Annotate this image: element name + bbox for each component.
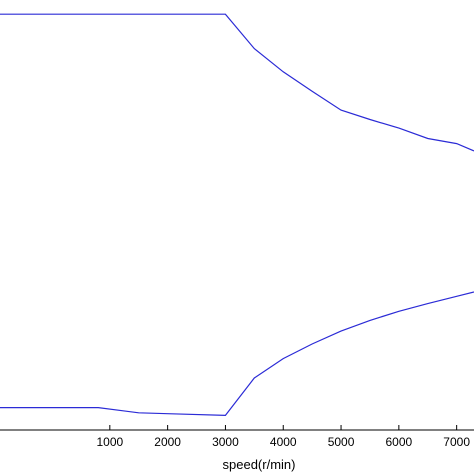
x-tick-label-6000: 6000 <box>386 435 413 449</box>
series-lines <box>0 13 474 417</box>
x-tick-label-3000: 3000 <box>212 435 239 449</box>
x-tick-label-4000: 4000 <box>270 435 297 449</box>
series-line-1 <box>0 13 474 152</box>
x-tick-label-1000: 1000 <box>96 435 123 449</box>
x-tick-label-2000: 2000 <box>154 435 181 449</box>
plot-area <box>0 0 474 430</box>
series-line-2 <box>0 291 474 417</box>
x-axis-ticks <box>109 425 458 430</box>
x-axis-tick-labels: 1000 2000 3000 4000 5000 6000 7000 <box>96 435 470 449</box>
x-tick-label-7000: 7000 <box>443 435 470 449</box>
x-tick-label-5000: 5000 <box>328 435 355 449</box>
x-axis-title: speed(r/min) <box>223 457 296 472</box>
